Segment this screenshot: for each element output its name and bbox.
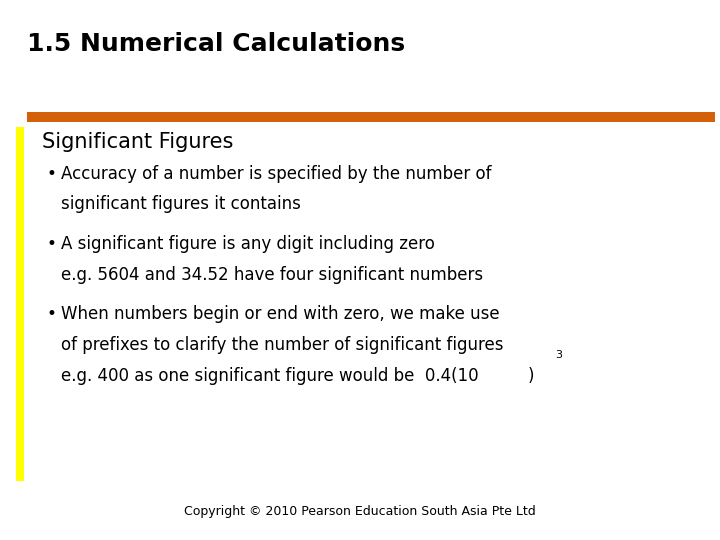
- Text: significant figures it contains: significant figures it contains: [61, 195, 301, 213]
- FancyBboxPatch shape: [27, 112, 715, 122]
- Text: e.g. 400 as one significant figure would be  0.4(10: e.g. 400 as one significant figure would…: [61, 367, 479, 384]
- Text: •: •: [47, 165, 57, 183]
- Text: ): ): [527, 367, 534, 384]
- Text: A significant figure is any digit including zero: A significant figure is any digit includ…: [61, 235, 435, 253]
- Text: Copyright © 2010 Pearson Education South Asia Pte Ltd: Copyright © 2010 Pearson Education South…: [184, 505, 536, 518]
- Text: Accuracy of a number is specified by the number of: Accuracy of a number is specified by the…: [61, 165, 492, 183]
- Text: When numbers begin or end with zero, we make use: When numbers begin or end with zero, we …: [61, 305, 500, 323]
- Text: of prefixes to clarify the number of significant figures: of prefixes to clarify the number of sig…: [61, 336, 504, 354]
- Text: 1.5 Numerical Calculations: 1.5 Numerical Calculations: [27, 32, 405, 56]
- FancyBboxPatch shape: [16, 127, 24, 481]
- Text: Significant Figures: Significant Figures: [42, 132, 233, 152]
- Text: •: •: [47, 305, 57, 323]
- Text: •: •: [47, 235, 57, 253]
- Text: 3: 3: [555, 350, 562, 360]
- Text: e.g. 5604 and 34.52 have four significant numbers: e.g. 5604 and 34.52 have four significan…: [61, 266, 483, 284]
